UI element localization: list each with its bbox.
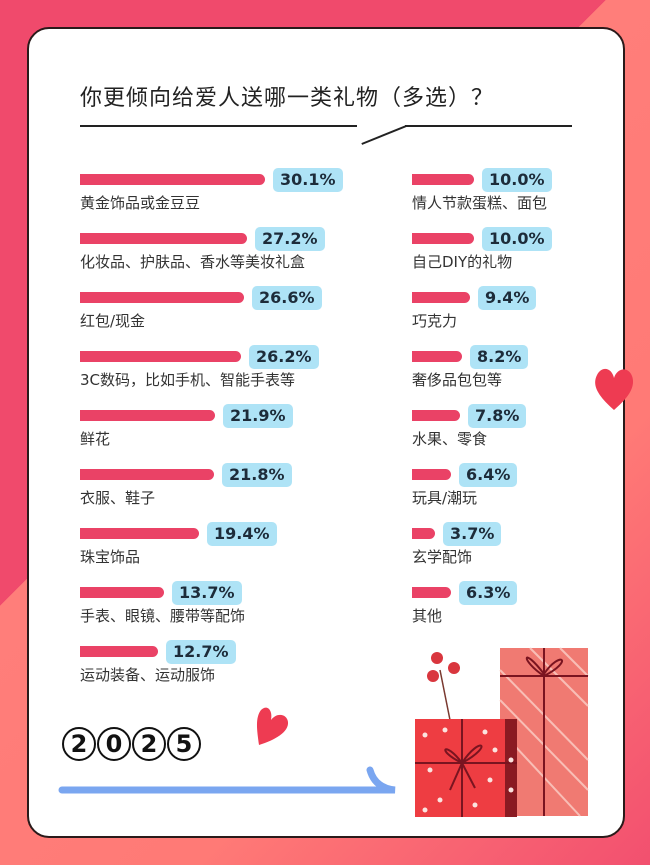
bar	[80, 233, 247, 244]
year-digit: 0	[97, 727, 131, 761]
title-underline-right	[405, 125, 572, 127]
category-label: 水果、零食	[412, 430, 488, 448]
value-label: 12.7%	[166, 640, 236, 664]
value-label: 3.7%	[443, 522, 502, 546]
title-underline-left	[80, 125, 357, 127]
bar	[412, 292, 470, 303]
value-label: 6.3%	[459, 581, 518, 605]
category-label: 玄学配饰	[412, 548, 473, 566]
decorative-arrow-line	[58, 766, 396, 794]
bar	[80, 174, 265, 185]
category-label: 黄金饰品或金豆豆	[80, 194, 201, 212]
heart-icon	[595, 368, 634, 410]
value-label: 10.0%	[482, 227, 552, 251]
value-label: 27.2%	[255, 227, 325, 251]
category-label: 鲜花	[80, 430, 111, 448]
value-label: 13.7%	[172, 581, 242, 605]
category-label: 珠宝饰品	[80, 548, 141, 566]
value-label: 26.6%	[252, 286, 322, 310]
year-digit: 5	[167, 727, 201, 761]
year-digit: 2	[132, 727, 166, 761]
bar	[80, 292, 244, 303]
value-label: 21.8%	[222, 463, 292, 487]
value-label: 9.4%	[478, 286, 537, 310]
bar	[80, 646, 158, 657]
category-label: 玩具/潮玩	[412, 489, 478, 507]
category-label: 运动装备、运动服饰	[80, 666, 216, 684]
bar	[80, 469, 214, 480]
year-digit: 2	[62, 727, 96, 761]
category-label: 其他	[412, 607, 443, 625]
bar	[80, 528, 199, 539]
category-label: 化妆品、护肤品、香水等美妆礼盒	[80, 253, 306, 271]
bar	[412, 410, 460, 421]
bar	[412, 528, 435, 539]
category-label: 红包/现金	[80, 312, 146, 330]
category-label: 情人节款蛋糕、面包	[412, 194, 548, 212]
bar	[412, 587, 451, 598]
value-label: 6.4%	[459, 463, 518, 487]
category-label: 3C数码，比如手机、智能手表等	[80, 371, 296, 389]
value-label: 8.2%	[470, 345, 529, 369]
bar	[80, 587, 164, 598]
category-label: 奢侈品包包等	[412, 371, 503, 389]
bar	[80, 351, 241, 362]
value-label: 30.1%	[273, 168, 343, 192]
bar	[412, 233, 474, 244]
category-label: 衣服、鞋子	[80, 489, 156, 507]
category-label: 手表、眼镜、腰带等配饰	[80, 607, 246, 625]
category-label: 巧克力	[412, 312, 458, 330]
value-label: 7.8%	[468, 404, 527, 428]
bar	[412, 174, 474, 185]
chart-title: 你更倾向给爱人送哪一类礼物（多选）？	[80, 86, 495, 111]
year-badge: 2 0 2 5	[62, 727, 201, 761]
value-label: 10.0%	[482, 168, 552, 192]
bar	[412, 351, 462, 362]
value-label: 21.9%	[223, 404, 293, 428]
value-label: 19.4%	[207, 522, 277, 546]
value-label: 26.2%	[249, 345, 319, 369]
gift-boxes-illustration	[415, 647, 589, 817]
category-label: 自己DIY的礼物	[412, 253, 513, 271]
bar	[80, 410, 215, 421]
heart-icon	[257, 707, 289, 745]
bar	[412, 469, 451, 480]
